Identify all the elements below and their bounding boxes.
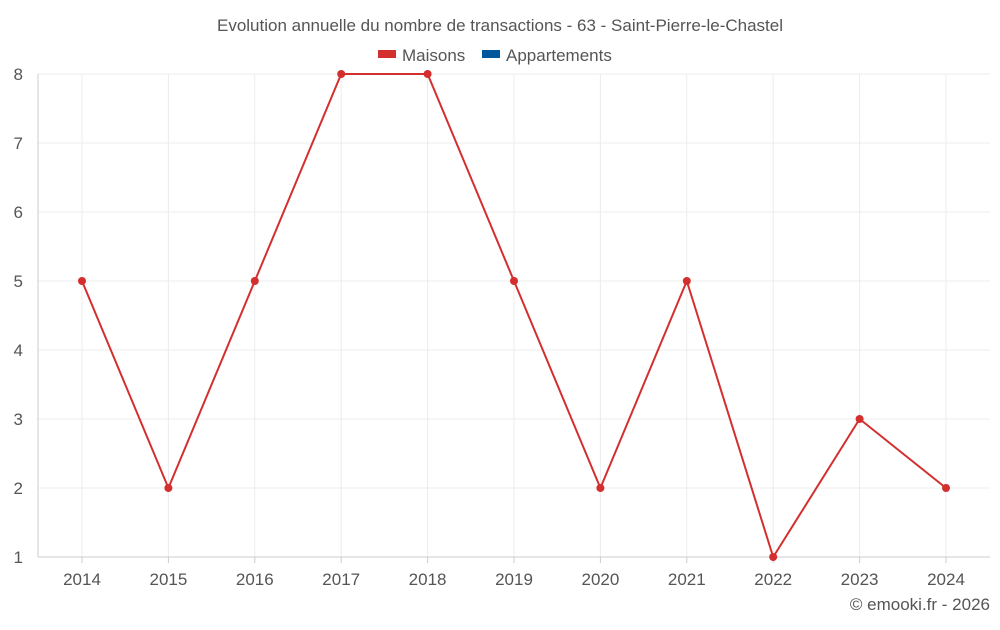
data-point[interactable]	[596, 484, 605, 492]
legend: Maisons Appartements	[378, 46, 612, 65]
x-tick-label: 2018	[409, 570, 447, 589]
data-point[interactable]	[510, 277, 518, 285]
chart-title: Evolution annuelle du nombre de transact…	[217, 16, 783, 35]
y-tick-label: 7	[14, 134, 23, 153]
legend-label-appartements[interactable]: Appartements	[506, 46, 612, 65]
x-tick-label: 2020	[581, 570, 619, 589]
data-point[interactable]	[855, 415, 864, 423]
data-point[interactable]	[682, 277, 691, 285]
data-point[interactable]	[769, 553, 778, 561]
data-point[interactable]	[423, 70, 432, 78]
x-axis-ticks: 2014 2015 2016 2017 2018 2019 2020 2021 2022 2023…	[63, 557, 965, 589]
data-point[interactable]	[250, 277, 259, 285]
grid-lines	[38, 73, 990, 557]
data-point[interactable]	[942, 484, 950, 492]
legend-swatch-maisons[interactable]	[378, 50, 396, 58]
x-tick-label: 2016	[236, 570, 274, 589]
data-point[interactable]	[164, 484, 173, 492]
y-axis-ticks: 1 2 3 4 5 6 7 8	[14, 65, 23, 567]
x-tick-label: 2017	[322, 570, 360, 589]
data-point[interactable]	[337, 70, 346, 78]
y-tick-label: 5	[14, 272, 23, 291]
y-tick-label: 2	[14, 479, 23, 498]
x-tick-label: 2024	[927, 570, 965, 589]
x-tick-label: 2023	[841, 570, 879, 589]
legend-swatch-appartements[interactable]	[482, 50, 500, 58]
legend-label-maisons[interactable]: Maisons	[402, 46, 465, 65]
y-tick-label: 3	[14, 410, 23, 429]
x-tick-label: 2014	[63, 570, 101, 589]
x-tick-label: 2015	[149, 570, 187, 589]
data-point[interactable]	[78, 277, 86, 285]
y-tick-label: 8	[14, 65, 23, 84]
x-tick-label: 2022	[754, 570, 792, 589]
series-group	[78, 70, 950, 561]
x-tick-label: 2019	[495, 570, 533, 589]
credit-text: © emooki.fr - 2026	[850, 595, 990, 614]
y-tick-label: 4	[14, 341, 23, 360]
y-tick-label: 6	[14, 203, 23, 222]
x-tick-label: 2021	[668, 570, 706, 589]
y-tick-label: 1	[14, 548, 23, 567]
